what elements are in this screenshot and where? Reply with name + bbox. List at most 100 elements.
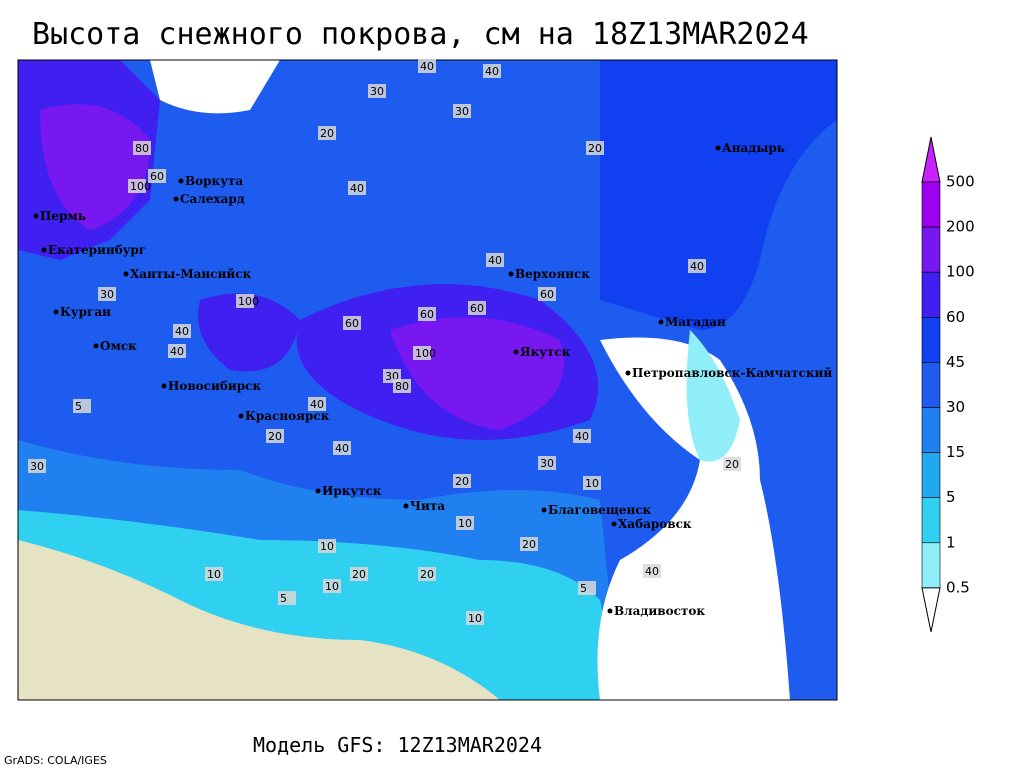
contour-label-group: 100 — [413, 346, 436, 360]
contour-label: 40 — [645, 565, 659, 578]
city-dot — [315, 488, 321, 494]
contour-label-group: 10 — [318, 539, 336, 553]
contour-label-box — [583, 476, 601, 490]
colorbar-band — [921, 226, 941, 273]
city-label: Хабаровск — [618, 517, 692, 531]
contour-label-box — [278, 591, 296, 605]
contour-label-group: 40 — [168, 344, 186, 358]
contour-label-box — [205, 567, 223, 581]
contour-label-group: 10 — [205, 567, 223, 581]
colorbar-band — [921, 271, 941, 318]
contour-label: 30 — [100, 288, 114, 301]
contour-label: 40 — [310, 398, 324, 411]
contour-label-box — [350, 567, 368, 581]
contour-label: 20 — [268, 430, 282, 443]
contour-label: 10 — [320, 540, 334, 553]
city-dot — [715, 145, 721, 151]
contour-label: 20 — [588, 142, 602, 155]
colorbar-band — [921, 362, 941, 408]
contour-label-box — [393, 379, 411, 393]
contour-label-group: 80 — [133, 141, 151, 155]
contour-label-group: 5 — [278, 591, 296, 605]
city-dot — [611, 521, 617, 527]
contour-label-group: 30 — [368, 84, 386, 98]
model-caption: Модель GFS: 12Z13MAR2024 — [253, 733, 542, 757]
contour-label-box — [688, 259, 706, 273]
city-dot — [658, 319, 664, 325]
colorbar-label: 1 — [946, 533, 956, 551]
city-label: Магадан — [665, 315, 726, 329]
contour-label-box — [28, 459, 46, 473]
city-label: Петропавловск-Камчатский — [632, 366, 832, 380]
contour-label-box — [168, 344, 186, 358]
contour-label: 40 — [575, 430, 589, 443]
contour-label-group: 100 — [236, 294, 259, 308]
contour-label: 10 — [458, 517, 472, 530]
city-dot — [173, 196, 179, 202]
contour-label: 40 — [690, 260, 704, 273]
contour-label-group: 30 — [538, 456, 556, 470]
contour-label-box — [573, 429, 591, 443]
contour-label-box — [318, 126, 336, 140]
contour-label-box — [418, 307, 436, 321]
contour-label-group: 60 — [468, 301, 486, 315]
city-label: Красноярск — [245, 409, 330, 423]
contour-label-group: 40 — [688, 259, 706, 273]
colorbar-label: 500 — [946, 173, 975, 191]
contour-label-group: 30 — [453, 104, 471, 118]
city-dot — [607, 608, 613, 614]
contour-label-box — [308, 397, 326, 411]
contour-label-group: 30 — [28, 459, 46, 473]
city-dot — [53, 309, 59, 315]
city-dot — [541, 507, 547, 513]
contour-label: 30 — [30, 460, 44, 473]
contour-label: 10 — [207, 568, 221, 581]
colorbar-band — [921, 181, 941, 228]
colorbar-cap — [921, 136, 941, 183]
contour-label: 60 — [420, 308, 434, 321]
contour-label-group: 20 — [586, 141, 604, 155]
city-dot — [238, 413, 244, 419]
contour-label-box — [578, 581, 596, 595]
city-label: Воркута — [185, 174, 243, 188]
contour-label-box — [643, 564, 661, 578]
contour-label: 10 — [325, 580, 339, 593]
contour-label: 5 — [280, 592, 287, 605]
contour-label-box — [318, 539, 336, 553]
contour-label: 30 — [455, 105, 469, 118]
contour-label-box — [133, 141, 151, 155]
contour-label-box — [586, 141, 604, 155]
contour-label-box — [453, 104, 471, 118]
contour-label-box — [453, 474, 471, 488]
contour-label: 20 — [725, 458, 739, 471]
contour-label: 20 — [320, 127, 334, 140]
contour-label-group: 20 — [723, 457, 741, 471]
colorbar-label: 100 — [946, 263, 975, 281]
contour-label-box — [418, 567, 436, 581]
city-label: Владивосток — [614, 604, 705, 618]
contour-label-group: 30 — [98, 287, 116, 301]
city-label: Благовещенск — [548, 503, 652, 517]
city-label: Чита — [410, 499, 445, 513]
city-dot — [161, 383, 167, 389]
contour-label-group: 20 — [266, 429, 284, 443]
contour-label: 100 — [415, 347, 436, 360]
contour-label-group: 60 — [538, 287, 556, 301]
city-dot — [93, 343, 99, 349]
colorbar-band — [921, 497, 941, 544]
contour-label: 40 — [350, 182, 364, 195]
contour-label: 30 — [370, 85, 384, 98]
contour-label: 5 — [580, 582, 587, 595]
contour-label-box — [538, 287, 556, 301]
contour-label-box — [236, 294, 254, 308]
city-dot — [403, 503, 409, 509]
contour-label: 40 — [175, 325, 189, 338]
contour-label-box — [73, 399, 91, 413]
colorbar-label: 45 — [946, 353, 965, 371]
contour-label: 40 — [335, 442, 349, 455]
colorbar-band — [921, 452, 941, 499]
map — [17, 59, 838, 701]
contour-label-box — [418, 59, 436, 73]
colorbar-label: 60 — [946, 308, 965, 326]
